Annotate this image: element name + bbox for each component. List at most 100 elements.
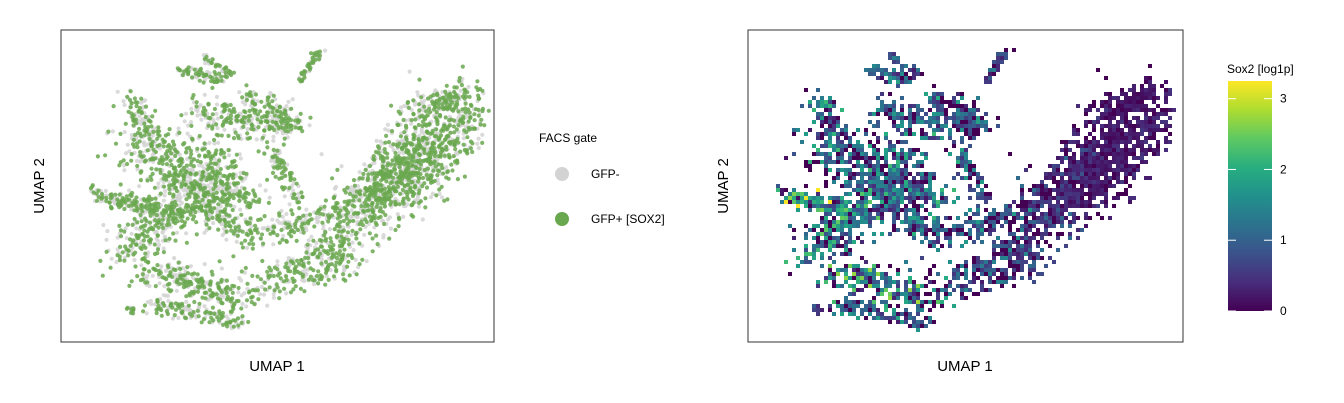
- point-gfp-pos: [221, 122, 226, 127]
- heatmap-cell: [904, 176, 908, 180]
- heatmap-cell: [900, 80, 904, 84]
- heatmap-cell: [880, 200, 884, 204]
- heatmap-cell: [972, 100, 976, 104]
- heatmap-cell: [792, 128, 796, 132]
- heatmap-cell: [824, 156, 828, 160]
- heatmap-cell: [876, 312, 880, 316]
- heatmap-cell: [960, 108, 964, 112]
- point-gfp-neg: [170, 316, 175, 321]
- heatmap-cell: [896, 176, 900, 180]
- point-gfp-neg: [141, 140, 146, 145]
- heatmap-cell: [872, 132, 876, 136]
- point-gfp-pos: [272, 265, 277, 270]
- point-gfp-pos: [231, 196, 236, 201]
- point-gfp-neg: [357, 170, 362, 175]
- heatmap-cell: [856, 204, 860, 208]
- heatmap-cell: [884, 72, 888, 76]
- heatmap-cell: [932, 92, 936, 96]
- point-gfp-pos: [219, 300, 224, 305]
- heatmap-cell: [820, 100, 824, 104]
- heatmap-cell: [896, 56, 900, 60]
- point-gfp-pos: [158, 306, 163, 311]
- point-gfp-pos: [161, 250, 166, 255]
- point-gfp-pos: [376, 146, 381, 151]
- point-gfp-neg: [216, 140, 221, 145]
- point-gfp-neg: [163, 268, 169, 273]
- point-gfp-pos: [120, 250, 125, 255]
- point-gfp-pos: [331, 196, 336, 201]
- heatmap-cell: [932, 172, 936, 176]
- point-gfp-pos: [160, 217, 165, 222]
- point-gfp-neg: [254, 137, 259, 142]
- heatmap-cell: [924, 276, 928, 280]
- point-gfp-pos: [271, 273, 276, 279]
- point-gfp-pos: [384, 190, 389, 195]
- heatmap-cell: [856, 300, 860, 304]
- heatmap-cell: [864, 164, 868, 168]
- heatmap-cell: [792, 228, 796, 232]
- point-gfp-pos: [307, 65, 312, 70]
- heatmap-cell: [844, 160, 848, 164]
- point-gfp-pos: [143, 114, 148, 120]
- point-gfp-pos: [450, 168, 455, 173]
- point-gfp-pos: [129, 152, 134, 157]
- point-gfp-neg: [374, 138, 379, 143]
- point-gfp-neg: [109, 256, 114, 261]
- point-gfp-pos: [346, 237, 351, 242]
- point-gfp-neg: [137, 184, 142, 189]
- heatmap-cell: [828, 276, 832, 280]
- point-gfp-neg: [150, 273, 155, 278]
- heatmap-cell: [828, 264, 832, 268]
- heatmap-cell: [836, 304, 840, 308]
- heatmap-cell: [868, 120, 872, 124]
- point-gfp-pos: [160, 275, 165, 280]
- point-gfp-neg: [324, 274, 329, 279]
- point-gfp-pos: [288, 290, 294, 295]
- point-gfp-pos: [134, 208, 140, 213]
- point-gfp-pos: [169, 301, 174, 306]
- point-gfp-pos: [220, 290, 225, 295]
- heatmap-cell: [932, 96, 936, 100]
- heatmap-cell: [956, 112, 960, 116]
- point-gfp-pos: [125, 222, 130, 227]
- point-gfp-pos: [418, 162, 424, 167]
- heatmap-cell: [828, 244, 832, 248]
- point-gfp-pos: [382, 221, 387, 227]
- point-gfp-neg: [285, 162, 290, 167]
- point-gfp-neg: [162, 284, 167, 289]
- heatmap-cell: [880, 232, 884, 236]
- point-gfp-pos: [275, 156, 280, 161]
- heatmap-cell: [840, 144, 844, 148]
- heatmap-cell: [848, 228, 852, 232]
- heatmap-cell: [856, 272, 860, 276]
- heatmap-cell: [932, 104, 936, 108]
- point-gfp-pos: [433, 115, 438, 120]
- scatter-panel: UMAP 1 UMAP 2: [31, 29, 495, 375]
- heatmap-cell: [908, 312, 912, 316]
- point-gfp-pos: [280, 237, 285, 242]
- heatmap-cell: [812, 144, 816, 148]
- point-gfp-pos: [182, 220, 188, 225]
- heatmap-cell: [836, 196, 840, 200]
- heatmap-cell: [852, 144, 856, 148]
- point-gfp-pos: [453, 147, 458, 152]
- point-gfp-pos: [218, 151, 223, 156]
- point-gfp-pos: [361, 208, 366, 213]
- point-gfp-pos: [331, 243, 336, 248]
- point-gfp-pos: [173, 238, 178, 243]
- heatmap-cell: [812, 224, 816, 228]
- heatmap-cell: [896, 80, 900, 84]
- point-gfp-pos: [275, 148, 280, 153]
- point-gfp-pos: [405, 182, 410, 187]
- heatmap-cell: [940, 136, 944, 140]
- point-gfp-pos: [215, 281, 220, 286]
- heatmap-cell: [820, 144, 824, 148]
- point-gfp-pos: [138, 278, 143, 283]
- point-gfp-pos: [330, 205, 335, 210]
- point-gfp-pos: [334, 255, 339, 261]
- heatmap-cell: [960, 104, 964, 108]
- point-gfp-neg: [315, 220, 320, 225]
- point-gfp-pos: [404, 147, 409, 152]
- heatmap-cell: [828, 116, 832, 120]
- point-gfp-pos: [193, 209, 198, 215]
